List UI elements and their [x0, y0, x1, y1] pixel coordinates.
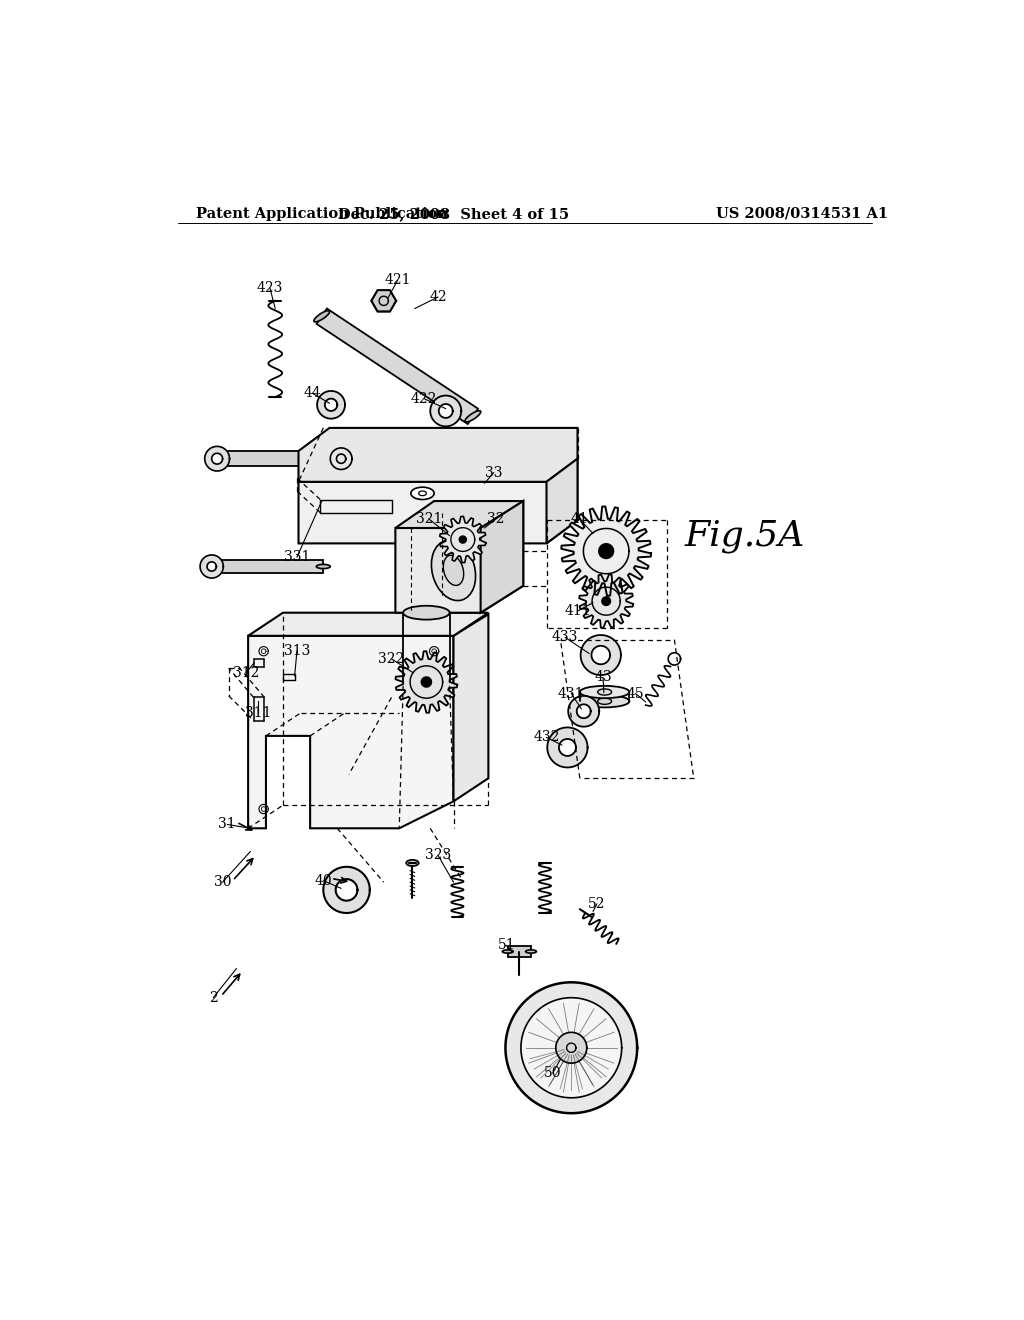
Polygon shape — [454, 614, 488, 801]
Text: 2: 2 — [209, 991, 218, 1005]
Polygon shape — [299, 428, 578, 482]
Text: 431: 431 — [558, 686, 585, 701]
Text: 421: 421 — [384, 273, 411, 286]
Polygon shape — [205, 446, 229, 471]
Polygon shape — [217, 451, 341, 466]
Text: 50: 50 — [544, 1067, 561, 1080]
Polygon shape — [556, 1032, 587, 1063]
Polygon shape — [207, 562, 216, 572]
Polygon shape — [561, 507, 651, 595]
Ellipse shape — [598, 698, 611, 705]
Polygon shape — [580, 574, 633, 628]
Polygon shape — [592, 645, 610, 664]
Polygon shape — [547, 459, 578, 544]
Text: 321: 321 — [416, 512, 442, 525]
Text: US 2008/0314531 A1: US 2008/0314531 A1 — [716, 207, 888, 220]
Polygon shape — [200, 554, 223, 578]
Polygon shape — [506, 982, 637, 1113]
Ellipse shape — [598, 689, 611, 696]
Ellipse shape — [443, 556, 464, 586]
Text: 422: 422 — [411, 392, 437, 405]
Ellipse shape — [205, 565, 219, 569]
Ellipse shape — [209, 457, 225, 461]
Text: 40: 40 — [314, 874, 332, 887]
Ellipse shape — [580, 686, 630, 698]
Text: 30: 30 — [214, 875, 231, 890]
Polygon shape — [372, 290, 396, 312]
Polygon shape — [331, 447, 352, 470]
Polygon shape — [559, 739, 575, 756]
Polygon shape — [337, 454, 346, 463]
Polygon shape — [601, 597, 611, 606]
Polygon shape — [459, 536, 467, 544]
Text: Fig.5A: Fig.5A — [684, 519, 805, 553]
Polygon shape — [430, 396, 461, 426]
Polygon shape — [508, 946, 531, 957]
Ellipse shape — [411, 487, 434, 499]
Polygon shape — [421, 676, 432, 688]
Text: 31: 31 — [218, 817, 236, 832]
Polygon shape — [547, 727, 588, 767]
Ellipse shape — [314, 310, 330, 322]
Text: 313: 313 — [284, 644, 310, 659]
Text: 42: 42 — [429, 290, 446, 304]
Ellipse shape — [403, 606, 450, 619]
Polygon shape — [317, 391, 345, 418]
Polygon shape — [521, 998, 622, 1098]
Polygon shape — [324, 867, 370, 913]
Polygon shape — [568, 696, 599, 726]
Polygon shape — [248, 636, 454, 829]
Polygon shape — [395, 502, 523, 528]
Polygon shape — [581, 635, 621, 675]
Polygon shape — [598, 543, 614, 560]
Ellipse shape — [334, 457, 349, 461]
Ellipse shape — [431, 540, 475, 601]
Text: 331: 331 — [284, 550, 310, 564]
Text: 51: 51 — [498, 939, 515, 952]
Polygon shape — [439, 516, 485, 562]
Text: 323: 323 — [425, 849, 452, 862]
Ellipse shape — [316, 565, 331, 569]
Polygon shape — [248, 612, 488, 636]
Text: 322: 322 — [379, 652, 404, 665]
Polygon shape — [438, 404, 453, 418]
Text: 423: 423 — [257, 281, 283, 294]
Polygon shape — [325, 399, 337, 411]
Text: Patent Application Publication: Patent Application Publication — [197, 207, 449, 220]
Text: 41: 41 — [570, 512, 588, 525]
Ellipse shape — [503, 950, 513, 953]
Ellipse shape — [580, 696, 630, 708]
Ellipse shape — [465, 411, 480, 422]
Text: 52: 52 — [588, 896, 605, 911]
Text: 432: 432 — [534, 730, 560, 744]
Ellipse shape — [407, 859, 419, 866]
Text: 45: 45 — [627, 686, 644, 701]
Polygon shape — [212, 453, 222, 465]
Ellipse shape — [525, 950, 537, 953]
Text: 311: 311 — [245, 706, 271, 719]
Text: 43: 43 — [594, 671, 612, 684]
Polygon shape — [395, 502, 523, 612]
Text: Dec. 25, 2008  Sheet 4 of 15: Dec. 25, 2008 Sheet 4 of 15 — [338, 207, 569, 220]
Polygon shape — [316, 309, 478, 424]
Text: 44: 44 — [303, 387, 322, 400]
Text: 312: 312 — [232, 665, 259, 680]
Polygon shape — [336, 879, 357, 900]
Text: 33: 33 — [485, 466, 503, 479]
Polygon shape — [212, 560, 324, 573]
Polygon shape — [480, 502, 523, 612]
Polygon shape — [577, 705, 591, 718]
Polygon shape — [395, 651, 458, 713]
Text: 433: 433 — [552, 631, 579, 644]
Text: 411: 411 — [564, 605, 591, 618]
Polygon shape — [299, 459, 578, 544]
Text: 32: 32 — [487, 512, 505, 525]
